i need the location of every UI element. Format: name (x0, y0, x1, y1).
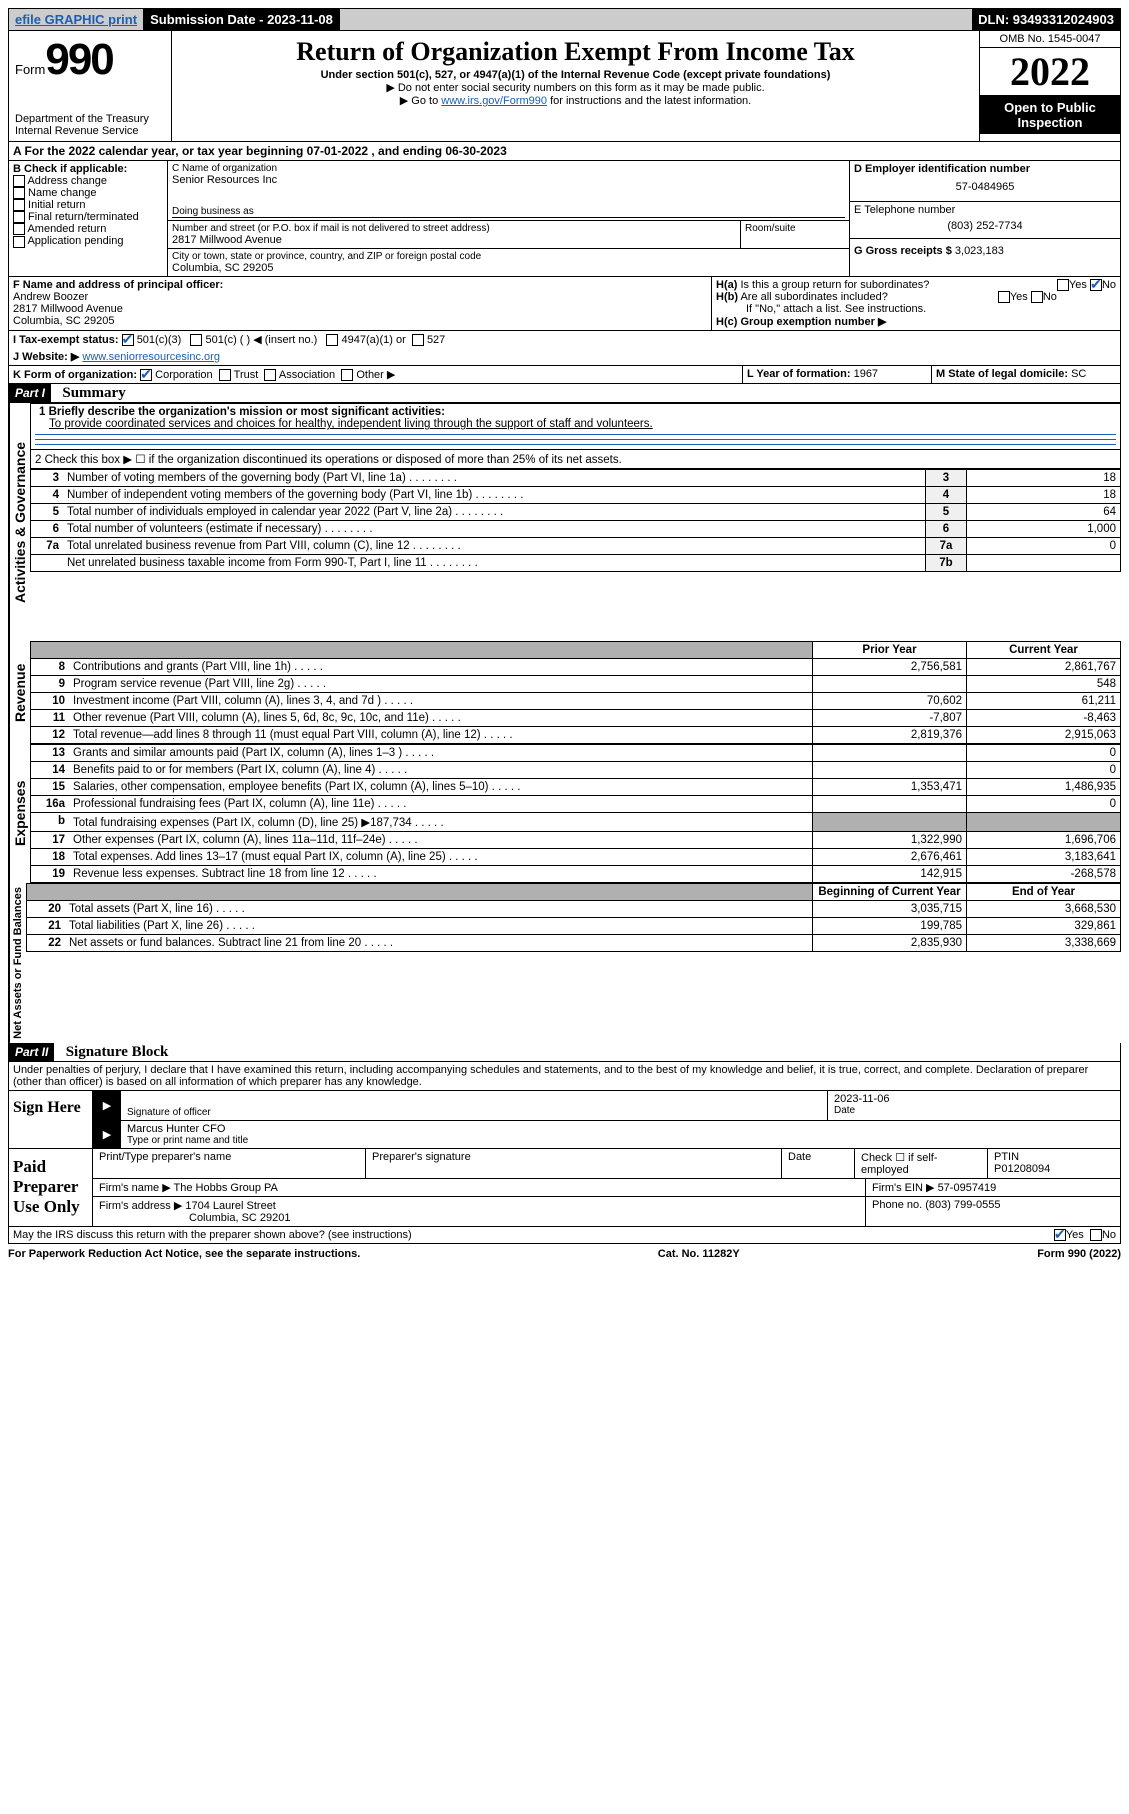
revenue-section: Revenue Prior Year Current Year 8Contrib… (8, 641, 1121, 744)
checkbox-item[interactable]: Amended return (13, 223, 163, 235)
line-a: A For the 2022 calendar year, or tax yea… (8, 142, 1121, 161)
part1-header: Part I Summary (8, 384, 1121, 403)
table-row: 14Benefits paid to or for members (Part … (31, 762, 1121, 779)
note-link: ▶ Go to www.irs.gov/Form990 for instruct… (178, 94, 973, 107)
arrow-icon: ▶ (93, 1121, 121, 1148)
checkbox-item[interactable]: Name change (13, 187, 163, 199)
table-row: 21Total liabilities (Part X, line 26) . … (27, 918, 1121, 935)
irs-link[interactable]: www.irs.gov/Form990 (441, 95, 547, 107)
table-row: 20Total assets (Part X, line 16) . . . .… (27, 901, 1121, 918)
table-row: Net unrelated business taxable income fr… (31, 555, 1121, 572)
discuss-row: May the IRS discuss this return with the… (8, 1227, 1121, 1244)
table-row: 11Other revenue (Part VIII, column (A), … (31, 710, 1121, 727)
open-public-badge: Open to Public Inspection (980, 96, 1120, 134)
table-row: 18Total expenses. Add lines 13–17 (must … (31, 849, 1121, 866)
table-row: 19Revenue less expenses. Subtract line 1… (31, 866, 1121, 883)
table-row: 6Total number of volunteers (estimate if… (31, 521, 1121, 538)
checkbox-item[interactable]: Application pending (13, 235, 163, 247)
form-version: Form 990 (2022) (1037, 1248, 1121, 1260)
checkbox-item[interactable]: Initial return (13, 199, 163, 211)
part2-header: Part II Signature Block (8, 1043, 1121, 1062)
table-row: bTotal fundraising expenses (Part IX, co… (31, 813, 1121, 832)
efile-link[interactable]: efile GRAPHIC print (9, 9, 144, 30)
table-row: 16aProfessional fundraising fees (Part I… (31, 796, 1121, 813)
declaration-text: Under penalties of perjury, I declare th… (8, 1062, 1121, 1091)
note-ssn: ▶ Do not enter social security numbers o… (178, 81, 973, 94)
omb-number: OMB No. 1545-0047 (980, 31, 1120, 48)
firm-address: 1704 Laurel Street (185, 1200, 276, 1212)
tax-year: 2022 (980, 48, 1120, 96)
box-c: C Name of organization Senior Resources … (168, 161, 850, 276)
table-row: 15Salaries, other compensation, employee… (31, 779, 1121, 796)
gross-receipts: 3,023,183 (955, 245, 1004, 257)
table-row: 17Other expenses (Part IX, column (A), l… (31, 832, 1121, 849)
sign-here-block: Sign Here ▶ Signature of officer 2023-11… (8, 1091, 1121, 1149)
form-subtitle: Under section 501(c), 527, or 4947(a)(1)… (178, 69, 973, 81)
table-row: 12Total revenue—add lines 8 through 11 (… (31, 727, 1121, 744)
website-link[interactable]: www.seniorresourcesinc.org (82, 351, 220, 363)
netassets-section: Net Assets or Fund Balances Beginning of… (8, 883, 1121, 1043)
form-title: Return of Organization Exempt From Incom… (178, 37, 973, 67)
org-city: Columbia, SC 29205 (172, 262, 845, 274)
submission-date: Submission Date - 2023-11-08 (144, 9, 340, 30)
org-street: 2817 Millwood Avenue (172, 234, 736, 246)
table-row: 7aTotal unrelated business revenue from … (31, 538, 1121, 555)
mission-text: To provide coordinated services and choi… (35, 418, 1116, 430)
dln: DLN: 93493312024903 (972, 9, 1120, 30)
form-number: Form990 (15, 35, 165, 85)
checkbox-item[interactable]: Address change (13, 175, 163, 187)
right-info: D Employer identification number 57-0484… (850, 161, 1120, 276)
table-row: 9Program service revenue (Part VIII, lin… (31, 676, 1121, 693)
state-domicile: SC (1071, 368, 1086, 380)
table-row: 8Contributions and grants (Part VIII, li… (31, 659, 1121, 676)
firm-ein: 57-0957419 (938, 1182, 997, 1194)
table-row: 3Number of voting members of the governi… (31, 470, 1121, 487)
table-row: 10Investment income (Part VIII, column (… (31, 693, 1121, 710)
box-b: B Check if applicable: Address change Na… (9, 161, 168, 276)
phone: (803) 252-7734 (854, 216, 1116, 236)
expenses-section: Expenses 13Grants and similar amounts pa… (8, 744, 1121, 883)
table-row: 13Grants and similar amounts paid (Part … (31, 745, 1121, 762)
info-block: B Check if applicable: Address change Na… (8, 161, 1121, 277)
ein: 57-0484965 (854, 175, 1116, 199)
dept-label: Department of the Treasury Internal Reve… (15, 113, 165, 137)
arrow-icon: ▶ (93, 1091, 121, 1120)
tax-status-row: I Tax-exempt status: 501(c)(3) 501(c) ( … (8, 331, 1121, 366)
checkbox-item[interactable]: Final return/terminated (13, 211, 163, 223)
governance-section: Activities & Governance 1 Briefly descri… (8, 403, 1121, 641)
top-bar: efile GRAPHIC print Submission Date - 20… (8, 8, 1121, 31)
firm-phone: (803) 799-0555 (925, 1199, 1000, 1211)
firm-name: The Hobbs Group PA (174, 1182, 278, 1194)
discuss-no-checkbox[interactable] (1090, 1229, 1102, 1241)
form-header: Form990 Department of the Treasury Inter… (8, 31, 1121, 142)
year-formation: 1967 (854, 368, 878, 380)
org-name: Senior Resources Inc (172, 174, 845, 186)
officer-name-title: Marcus Hunter CFO (127, 1123, 1114, 1135)
ptin: P01208094 (994, 1163, 1050, 1175)
officer-block: F Name and address of principal officer:… (8, 277, 1121, 331)
sig-date: 2023-11-06 (834, 1093, 1114, 1105)
table-row: 22Net assets or fund balances. Subtract … (27, 935, 1121, 952)
discuss-yes-checkbox[interactable] (1054, 1229, 1066, 1241)
table-row: 4Number of independent voting members of… (31, 487, 1121, 504)
paid-preparer-block: Paid Preparer Use Only Print/Type prepar… (8, 1149, 1121, 1227)
form-org-row: K Form of organization: Corporation Trus… (8, 366, 1121, 384)
501c3-checkbox[interactable] (122, 334, 134, 346)
officer-name: Andrew Boozer (13, 291, 88, 303)
table-row: 5Total number of individuals employed in… (31, 504, 1121, 521)
page-footer: For Paperwork Reduction Act Notice, see … (8, 1244, 1121, 1260)
